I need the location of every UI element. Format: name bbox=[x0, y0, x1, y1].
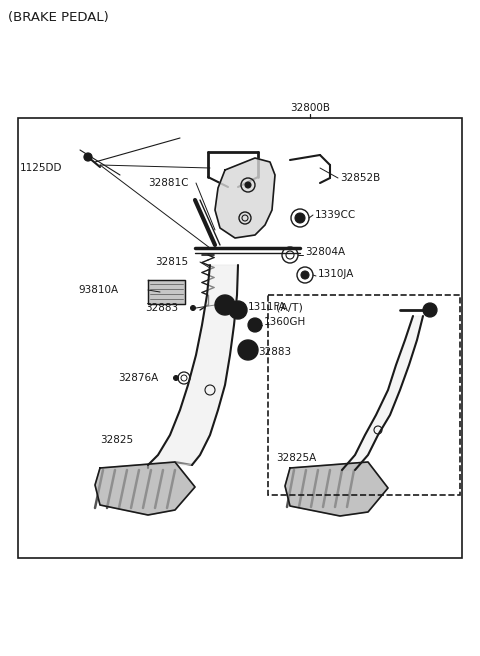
Circle shape bbox=[233, 305, 243, 315]
Text: 32804A: 32804A bbox=[305, 247, 345, 257]
Polygon shape bbox=[95, 462, 195, 515]
Text: 32825A: 32825A bbox=[276, 453, 316, 463]
Circle shape bbox=[295, 213, 305, 223]
Circle shape bbox=[301, 271, 309, 279]
Circle shape bbox=[245, 182, 251, 188]
Circle shape bbox=[84, 153, 92, 161]
Text: 32881C: 32881C bbox=[148, 178, 189, 188]
Text: 1360GH: 1360GH bbox=[264, 317, 306, 327]
Polygon shape bbox=[148, 280, 185, 304]
Text: 32883: 32883 bbox=[145, 303, 178, 313]
Circle shape bbox=[423, 303, 437, 317]
Circle shape bbox=[191, 306, 195, 310]
Text: 32800B: 32800B bbox=[290, 103, 330, 113]
Polygon shape bbox=[285, 462, 388, 516]
Bar bbox=[18, 118, 462, 558]
Text: 1125DD: 1125DD bbox=[20, 163, 62, 173]
Bar bbox=[268, 295, 460, 495]
Circle shape bbox=[219, 299, 231, 311]
Text: (BRAKE PEDAL): (BRAKE PEDAL) bbox=[8, 12, 109, 24]
Text: 32815: 32815 bbox=[155, 257, 188, 267]
Text: 1311FA: 1311FA bbox=[248, 302, 287, 312]
Text: 32876A: 32876A bbox=[118, 373, 158, 383]
Polygon shape bbox=[148, 265, 238, 465]
Circle shape bbox=[173, 375, 179, 380]
Circle shape bbox=[248, 318, 262, 332]
Circle shape bbox=[229, 301, 247, 319]
Text: 32825: 32825 bbox=[100, 435, 133, 445]
Text: 1339CC: 1339CC bbox=[315, 210, 356, 220]
Circle shape bbox=[243, 345, 253, 355]
Text: (A/T): (A/T) bbox=[276, 303, 303, 313]
Text: 32852B: 32852B bbox=[340, 173, 380, 183]
Circle shape bbox=[238, 340, 258, 360]
Text: 93810A: 93810A bbox=[78, 285, 118, 295]
Polygon shape bbox=[215, 158, 275, 238]
Polygon shape bbox=[342, 316, 423, 470]
Text: 32883: 32883 bbox=[258, 347, 291, 357]
Circle shape bbox=[215, 295, 235, 315]
Text: 1310JA: 1310JA bbox=[318, 269, 354, 279]
